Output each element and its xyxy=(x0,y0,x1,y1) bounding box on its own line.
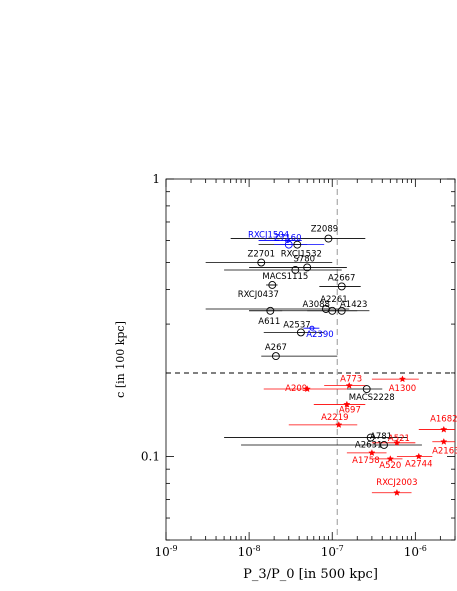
data-point-a2219 xyxy=(335,421,343,428)
point-label-a2163: A2163 xyxy=(432,447,457,457)
point-label-a3088: A3088 xyxy=(303,300,330,310)
point-label-rxcj1504: RXCJ1504 xyxy=(248,231,289,241)
x-axis-label: P_3/P_0 [in 500 kpc] xyxy=(243,567,378,582)
point-label-a209: A209 xyxy=(285,384,307,394)
point-label-a773: A773 xyxy=(340,375,362,385)
point-labels: Z2089 RXCJ1532 Z2701 S780 MACS1115 A2667 RXCJ0… xyxy=(238,225,457,488)
reference-lines xyxy=(166,179,455,540)
point-label-z2701: Z2701 xyxy=(248,250,275,260)
point-label-macs1115: MACS1115 xyxy=(262,272,308,282)
point-label-a1423: A1423 xyxy=(340,300,367,310)
point-label-a2219: A2219 xyxy=(321,413,348,423)
x-tick-label: 10-7 xyxy=(321,544,344,559)
plot-area: 10-9 10-8 10-7 10-6 0.1 1 Z2089 RXCJ1532 Z2701 S… xyxy=(141,172,457,559)
point-label-s780: S780 xyxy=(293,254,315,264)
data-point-a1300 xyxy=(398,375,407,383)
data-point-a521 xyxy=(393,439,401,446)
point-label-z7160: Z7160 xyxy=(274,234,301,244)
point-label-a781: A781 xyxy=(370,432,392,442)
point-label-rxcj0437: RXCJ0437 xyxy=(238,290,279,300)
point-label-a267: A267 xyxy=(265,343,287,353)
point-label-a1682: A1682 xyxy=(430,415,457,425)
y-axis-label: c [in 100 kpc] xyxy=(114,321,127,398)
x-tick-label: 10-8 xyxy=(238,544,261,559)
data-point-a773 xyxy=(345,381,353,389)
data-markers xyxy=(257,234,448,496)
point-label-a2667: A2667 xyxy=(328,273,355,283)
y-tick-label: 1 xyxy=(152,172,160,186)
point-label-rxcj2003: RXCJ2003 xyxy=(376,478,417,488)
data-point-a1758 xyxy=(368,449,376,456)
point-label-a2744: A2744 xyxy=(405,459,432,469)
point-label-a2631: A2631 xyxy=(355,441,382,451)
point-label-a2390: A2390 xyxy=(306,330,333,340)
point-label-a697: A697 xyxy=(339,405,361,415)
point-label-z2089: Z2089 xyxy=(311,225,338,235)
data-point-a209 xyxy=(303,385,311,393)
plot-frame xyxy=(165,178,456,541)
x-tick-label: 10-9 xyxy=(154,544,177,559)
point-label-macs2228: MACS2228 xyxy=(349,393,395,403)
axis-ticks: 10-9 10-8 10-7 10-6 0.1 1 xyxy=(141,172,456,559)
data-point-a697 xyxy=(343,400,351,408)
data-point-a2744 xyxy=(415,452,423,460)
point-label-a1758: A1758 xyxy=(352,456,379,466)
point-label-a521: A521 xyxy=(388,434,410,444)
point-label-a2537: A2537 xyxy=(283,320,310,330)
data-point-a2163 xyxy=(440,438,448,445)
x-tick-label: 10-6 xyxy=(404,544,427,559)
point-label-rxcj1532: RXCJ1532 xyxy=(281,250,322,260)
data-point-rxcj2003 xyxy=(393,489,401,496)
data-point-a520 xyxy=(386,455,394,462)
point-label-a1300: A1300 xyxy=(389,384,416,394)
data-point-a1682 xyxy=(440,425,448,433)
point-label-a611: A611 xyxy=(258,317,280,327)
point-label-a520: A520 xyxy=(379,461,401,471)
y-tick-label: 0.1 xyxy=(141,449,160,463)
point-label-a2261: A2261 xyxy=(320,295,347,305)
